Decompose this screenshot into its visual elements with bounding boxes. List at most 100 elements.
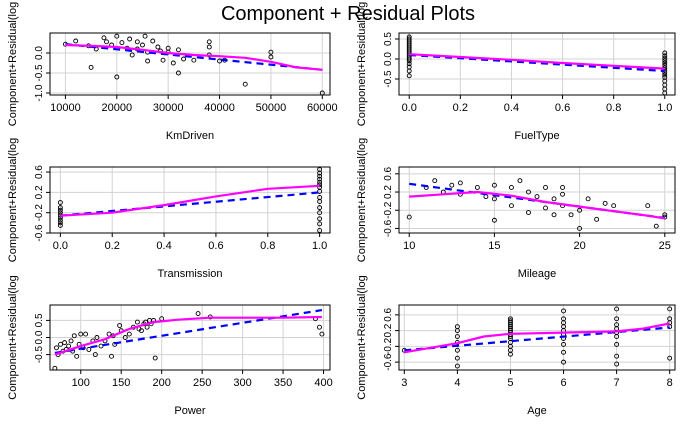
- x-tick-label: 20000: [101, 102, 132, 114]
- data-point: [57, 222, 63, 228]
- data-point: [317, 324, 322, 330]
- x-tick-label: 1.0: [312, 240, 327, 252]
- panels-container: 10000 20000 30000 40000 50000 60000-1.0-0.50.…: [7, 2, 676, 417]
- data-point: [54, 345, 59, 351]
- data-point: [614, 306, 620, 312]
- x-tick-label: 0.0: [402, 102, 417, 114]
- data-point: [57, 200, 63, 205]
- y-axis-label: Component+Residual(log: [356, 275, 368, 399]
- panel-power: 100 150 200 250 300 350 400 -0.5 0.0 0.5 Power Comp…: [7, 275, 333, 417]
- plot-area: [401, 306, 673, 369]
- plot-frame: [398, 304, 676, 371]
- data-point: [602, 200, 608, 206]
- plot-area: [406, 34, 668, 95]
- data-point: [406, 61, 412, 67]
- data-point: [454, 328, 460, 334]
- component-line: [65, 43, 323, 71]
- plot-frame: [49, 166, 331, 234]
- data-point: [662, 60, 668, 66]
- x-tick-label: 0.2: [105, 240, 120, 252]
- data-point: [62, 340, 68, 346]
- data-point: [454, 334, 460, 339]
- data-point: [52, 365, 58, 370]
- data-point: [129, 52, 135, 58]
- data-point: [181, 56, 187, 62]
- data-point: [195, 311, 201, 317]
- y-tick-label: 0.0: [34, 330, 45, 344]
- data-point: [491, 196, 497, 202]
- data-point: [614, 334, 620, 339]
- data-point: [319, 90, 325, 95]
- data-point: [206, 39, 212, 45]
- x-axis-label: KmDriven: [166, 130, 214, 142]
- data-point: [101, 35, 107, 41]
- data-point: [150, 38, 156, 44]
- plot-area: [52, 309, 325, 370]
- data-point: [585, 196, 591, 202]
- y-tick-label: -0.6: [383, 353, 394, 371]
- panel-fueltype: 0.0 0.2 0.4 0.6 0.8 1.0 -0.5 0.0 0.5 FuelType Comp…: [356, 2, 676, 142]
- data-point: [114, 33, 120, 39]
- data-point: [543, 205, 548, 211]
- data-point: [57, 220, 63, 226]
- data-point: [561, 349, 566, 355]
- residual-smooth-line: [60, 184, 320, 217]
- plot-area: [62, 33, 325, 95]
- data-point: [406, 68, 412, 74]
- x-tick-label: 7: [614, 377, 620, 389]
- data-point: [508, 351, 513, 357]
- data-point: [406, 58, 412, 64]
- data-point: [317, 176, 323, 182]
- data-point: [454, 355, 460, 361]
- data-point: [491, 182, 497, 188]
- data-point: [551, 196, 557, 202]
- y-tick-label: 0.2: [34, 185, 45, 199]
- data-point: [662, 62, 668, 68]
- data-point: [317, 228, 323, 233]
- y-axis-label: Component+Residual(log: [7, 2, 19, 126]
- component-line: [54, 309, 323, 354]
- plot-area: [57, 167, 323, 233]
- data-point: [662, 55, 668, 61]
- data-point: [317, 221, 323, 227]
- y-tick-label: -0.5: [34, 64, 45, 82]
- x-tick-label: 0.4: [504, 102, 519, 114]
- y-axis-label: Component+Residual(log: [356, 2, 368, 126]
- data-point: [160, 57, 166, 63]
- x-tick-label: 200: [152, 377, 170, 389]
- x-tick-label: 5: [507, 377, 513, 389]
- data-point: [206, 44, 212, 50]
- data-point: [560, 191, 566, 197]
- data-point: [74, 353, 80, 359]
- plot-area: [406, 178, 668, 231]
- data-point: [317, 179, 323, 185]
- x-tick-label: 250: [193, 377, 211, 389]
- x-tick-label: 30000: [153, 102, 184, 114]
- x-tick-label: 8: [667, 377, 673, 389]
- data-point: [491, 217, 497, 223]
- data-point: [653, 223, 659, 229]
- y-tick-label: 0.5: [34, 313, 45, 327]
- data-point: [104, 39, 109, 45]
- x-tick-label: 150: [112, 377, 130, 389]
- data-point: [667, 355, 673, 361]
- y-tick-label: -0.5: [383, 70, 394, 88]
- y-tick-label: -1.0: [34, 84, 45, 102]
- x-tick-label: 0.8: [260, 240, 275, 252]
- data-point: [88, 64, 94, 70]
- x-axis-label: Power: [174, 405, 206, 417]
- data-point: [594, 216, 600, 222]
- data-point: [614, 341, 620, 347]
- data-point: [57, 217, 63, 223]
- data-point: [662, 50, 668, 56]
- data-point: [119, 40, 125, 46]
- y-tick-label: -0.5: [34, 346, 45, 364]
- data-point: [406, 56, 412, 62]
- data-point: [57, 215, 63, 221]
- x-tick-label: 0.6: [555, 102, 570, 114]
- data-point: [577, 225, 583, 231]
- y-axis-label: Component+Residual(log: [7, 275, 19, 399]
- data-point: [457, 180, 463, 186]
- residual-smooth-line: [409, 190, 665, 220]
